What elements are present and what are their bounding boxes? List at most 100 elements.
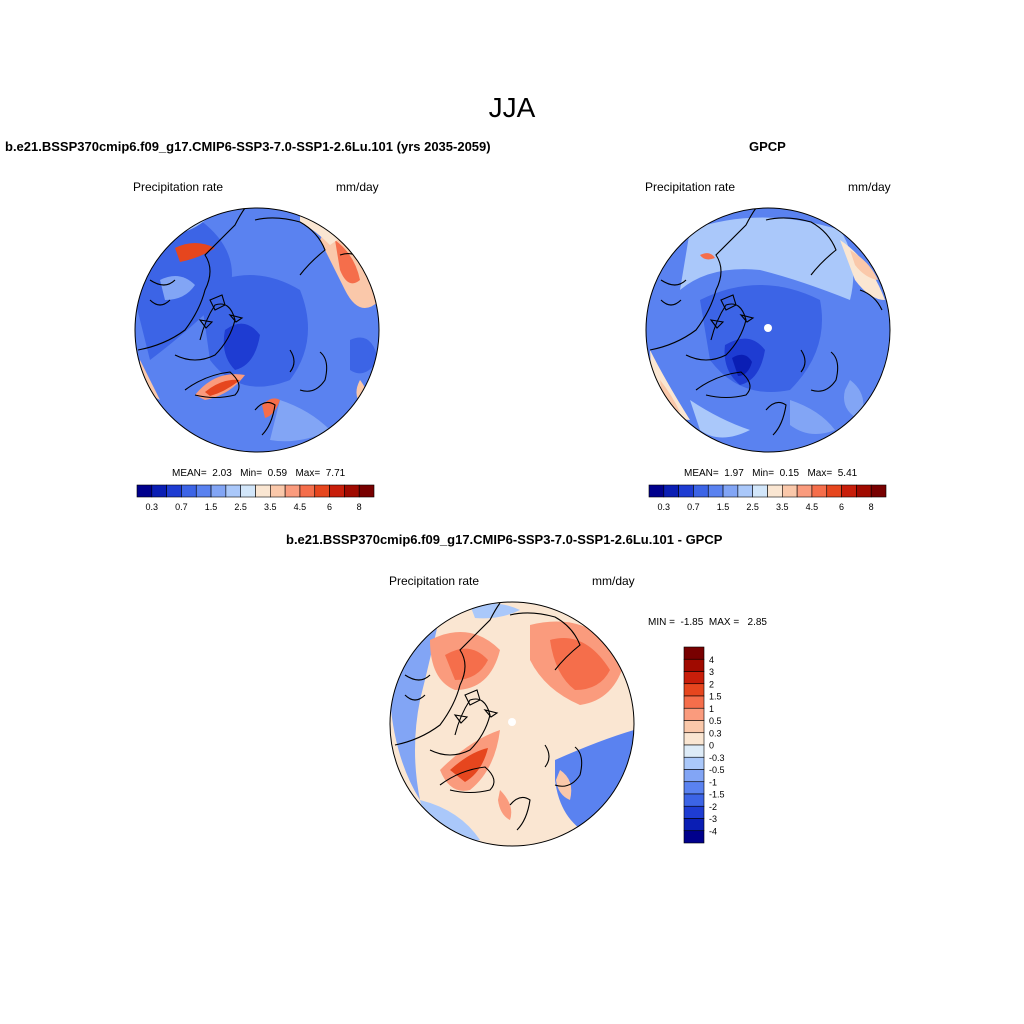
colorbar-model-swatch [151,484,167,498]
colorbar-model-tick-label: 1.5 [205,502,218,512]
colorbar-difference-tick-label: -3 [709,814,717,824]
colorbar-model-swatch [358,484,375,498]
colorbar-model-tick-label: 6 [327,502,332,512]
colorbar-model-swatch [255,484,271,498]
colorbar-gpcp-swatch [722,484,739,498]
colorbar-difference-tick-label: 1.5 [709,692,722,702]
colorbar-difference-tick-label: 1 [709,704,714,714]
panel2-title: GPCP [749,139,786,154]
colorbar-model-tick-label: 0.7 [175,502,188,512]
colorbar-difference-tick-label: -1 [709,777,717,787]
colorbar-difference: 4 3 2 1.5 1 0.5 0.3 0 -0.3 -0.5 -1 -1.5 -2 -3 -4 [683,646,725,844]
colorbar-difference-swatch [683,658,705,672]
colorbar-model-swatch [136,484,153,498]
map-model [135,208,379,452]
colorbar-difference-tick-label: -1.5 [709,790,725,800]
colorbar-gpcp-swatch [856,484,872,498]
colorbar-difference-swatch [683,671,705,685]
panel2-variable: Precipitation rate [645,180,736,194]
colorbar-gpcp-swatch [693,484,709,498]
panel3-minmax: MIN = -1.85 MAX = 2.85 [648,617,767,628]
colorbar-difference-tick-label: 0.5 [709,716,722,726]
colorbar-model-swatch [270,484,286,498]
colorbar-model-swatch [181,484,197,498]
colorbar-difference-tick-label: -0.5 [709,765,725,775]
colorbar-model-swatch [195,484,212,498]
colorbar-gpcp-tick-label: 8 [869,502,874,512]
panel2-min: 0.15 [779,468,800,479]
colorbar-difference-swatch [683,756,705,770]
colorbar-gpcp: 0.3 0.7 1.5 2.5 3.5 4.5 6 8 [648,484,887,512]
colorbar-difference-swatch [683,683,705,697]
colorbar-difference-tick-label: 2 [709,679,714,689]
colorbar-gpcp-tick-label: 6 [839,502,844,512]
colorbar-model-tick-label: 8 [357,502,362,512]
colorbar-gpcp-swatch [767,484,783,498]
panel1-units: mm/day [336,180,379,194]
colorbar-gpcp-swatch [678,484,694,498]
map-gpcp-coastlines [649,208,883,436]
colorbar-difference-tick-label: 3 [709,667,714,677]
colorbar-difference-swatch [683,695,705,709]
colorbar-difference-tick-label: -0.3 [709,753,725,763]
colorbar-model-tick-label: 4.5 [294,502,307,512]
panel2-mean: 1.97 [724,468,744,479]
panel1-variable: Precipitation rate [133,180,224,194]
colorbar-gpcp-swatch [782,484,798,498]
colorbar-difference-swatch [683,646,705,660]
panel3-units: mm/day [592,574,635,588]
panel1-mean-label: MEAN= [172,468,207,479]
colorbar-gpcp-swatch [811,484,828,498]
colorbar-difference-tick-label: -4 [709,826,717,836]
colorbar-difference-tick-label: 0 [709,741,714,751]
colorbar-difference-swatch [683,781,705,795]
panel1-stats: MEAN= 2.03 Min= 0.59 Max= 7.71 [172,468,345,479]
panel1-min-label: Min= [240,468,263,479]
colorbar-difference-swatch [683,732,705,746]
colorbar-model-swatch [314,484,330,498]
colorbar-gpcp-swatch [752,484,768,498]
map-gpcp [646,208,890,452]
colorbar-model-swatch [225,484,241,498]
panel2-min-label: Min= [752,468,775,479]
colorbar-difference-swatch [683,720,705,734]
colorbar-model-swatch [344,484,360,498]
colorbar-gpcp-swatch [841,484,857,498]
map-gpcp-border [645,207,891,453]
colorbar-gpcp-tick-label: 1.5 [717,502,730,512]
main-title: JJA [488,92,536,123]
map-difference-coastlines [394,602,583,831]
colorbar-model-tick-label: 2.5 [234,502,247,512]
panel1-max: 7.71 [325,468,346,479]
colorbar-difference-swatch [683,707,705,721]
colorbar-gpcp-swatch [648,484,665,498]
colorbar-gpcp-swatch [737,484,753,498]
colorbar-difference-tick-label: 4 [709,655,714,665]
colorbar-model-swatch [284,484,301,498]
panel2-mean-label: MEAN= [684,468,719,479]
panel2-units: mm/day [848,180,891,194]
panel1-title: b.e21.BSSP370cmip6.f09_g17.CMIP6-SSP3-7.… [5,139,491,154]
colorbar-difference-swatch [683,830,705,844]
colorbar-difference-swatch [683,793,705,807]
colorbar-model-swatch [299,484,316,498]
colorbar-model-tick-label: 0.3 [146,502,159,512]
panel3-min-label: MIN = [648,617,675,628]
panel2-stats: MEAN= 1.97 Min= 0.15 Max= 5.41 [684,468,857,479]
panel1-min: 0.59 [267,468,288,479]
colorbar-difference-tick-label: -2 [709,802,717,812]
colorbar-gpcp-swatch [707,484,724,498]
panel3-max-label: MAX = [708,617,740,628]
colorbar-gpcp-swatch [663,484,679,498]
panel1-mean: 2.03 [212,468,232,479]
map-difference-border [389,601,635,847]
colorbar-model-swatch [166,484,182,498]
colorbar-gpcp-swatch [826,484,842,498]
colorbar-gpcp-tick-label: 2.5 [746,502,759,512]
colorbar-model-swatch [329,484,345,498]
colorbar-gpcp-tick-label: 0.7 [687,502,700,512]
colorbar-gpcp-tick-label: 0.3 [658,502,671,512]
panel1-max-label: Max= [295,468,321,479]
panel2-max-label: Max= [807,468,833,479]
colorbar-model-swatch [240,484,256,498]
